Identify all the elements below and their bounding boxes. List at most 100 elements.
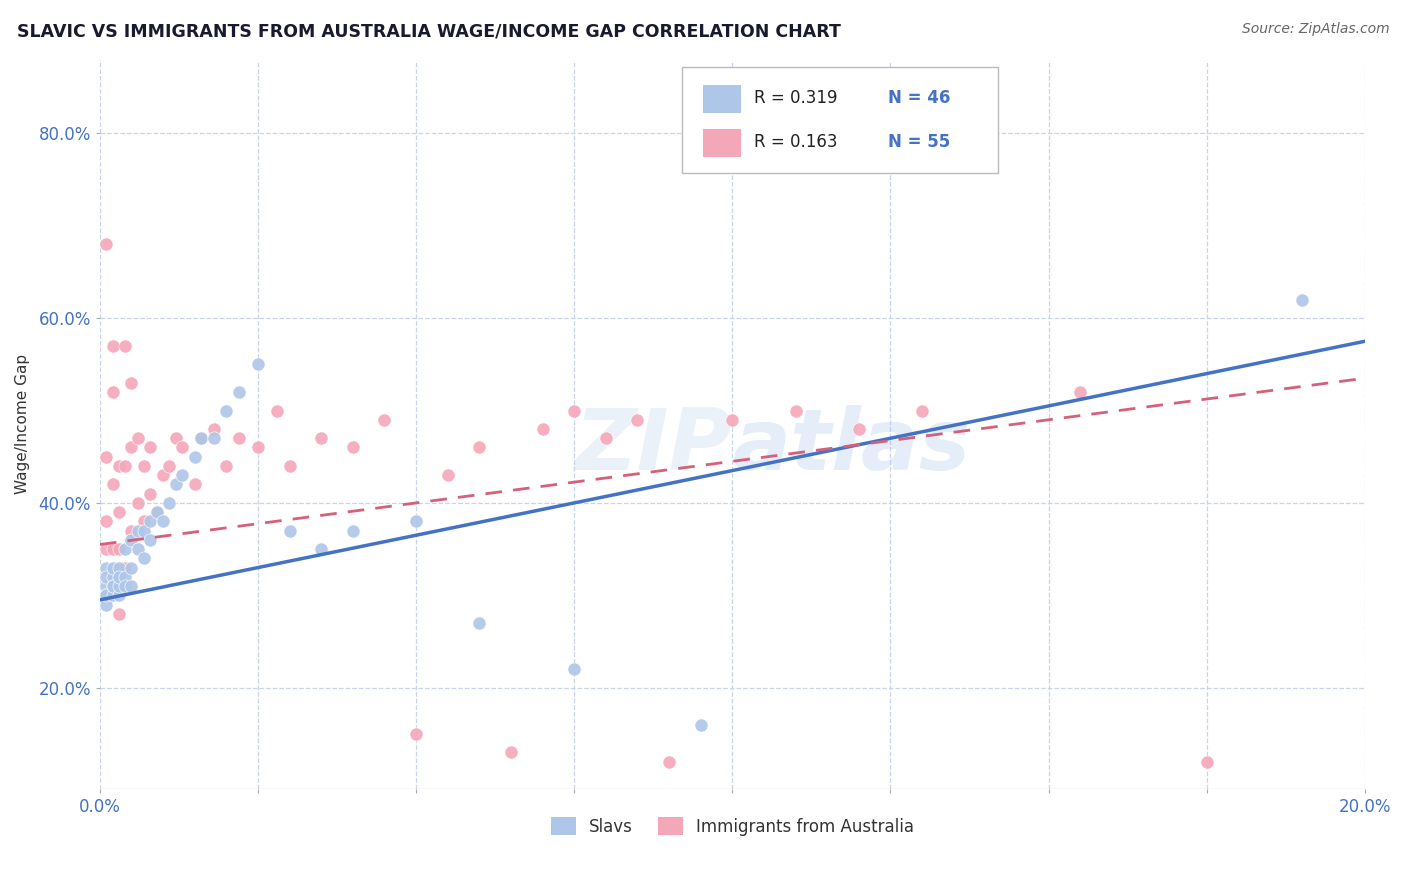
Point bbox=[266, 403, 288, 417]
Point bbox=[134, 458, 156, 473]
Point bbox=[165, 477, 187, 491]
Point bbox=[215, 458, 238, 473]
Point bbox=[96, 598, 118, 612]
Point bbox=[96, 515, 118, 529]
Point bbox=[114, 560, 136, 574]
Point bbox=[228, 385, 250, 400]
Point bbox=[121, 524, 143, 538]
Point bbox=[152, 515, 174, 529]
Point bbox=[405, 727, 427, 741]
Point bbox=[499, 745, 522, 759]
Point bbox=[108, 542, 131, 557]
Point bbox=[721, 413, 744, 427]
Point bbox=[108, 458, 131, 473]
Point bbox=[101, 588, 124, 602]
Point bbox=[658, 755, 681, 769]
Point bbox=[278, 458, 301, 473]
Point bbox=[436, 468, 458, 483]
Point bbox=[1069, 385, 1091, 400]
Y-axis label: Wage/Income Gap: Wage/Income Gap bbox=[15, 354, 30, 494]
Point bbox=[562, 662, 585, 676]
Point bbox=[468, 441, 491, 455]
Point bbox=[278, 524, 301, 538]
Point bbox=[595, 431, 617, 445]
Point bbox=[172, 441, 194, 455]
Point bbox=[96, 542, 118, 557]
Point bbox=[911, 403, 934, 417]
Text: R = 0.319: R = 0.319 bbox=[754, 89, 838, 107]
Point bbox=[342, 441, 364, 455]
Point bbox=[202, 422, 225, 436]
Point bbox=[183, 477, 205, 491]
Point bbox=[342, 524, 364, 538]
Point bbox=[139, 515, 162, 529]
Point bbox=[101, 385, 124, 400]
Point bbox=[309, 431, 332, 445]
Point bbox=[626, 413, 648, 427]
FancyBboxPatch shape bbox=[682, 67, 998, 173]
Point bbox=[1195, 755, 1218, 769]
Point bbox=[108, 607, 131, 621]
Point bbox=[96, 588, 118, 602]
Point bbox=[139, 441, 162, 455]
Point bbox=[139, 486, 162, 500]
Point bbox=[121, 560, 143, 574]
Point bbox=[190, 431, 212, 445]
Point bbox=[172, 468, 194, 483]
Point bbox=[127, 524, 149, 538]
Bar bbox=[703, 85, 741, 113]
Point bbox=[121, 441, 143, 455]
Point bbox=[114, 579, 136, 593]
Point bbox=[246, 441, 269, 455]
Point bbox=[146, 505, 169, 519]
Point bbox=[190, 431, 212, 445]
Point bbox=[159, 496, 181, 510]
Point bbox=[562, 403, 585, 417]
Point bbox=[114, 339, 136, 353]
Point bbox=[183, 450, 205, 464]
Point bbox=[127, 496, 149, 510]
Point bbox=[309, 542, 332, 557]
Point bbox=[848, 422, 870, 436]
Point bbox=[96, 579, 118, 593]
Point bbox=[114, 542, 136, 557]
Point bbox=[1291, 293, 1313, 307]
Text: ZIP: ZIP bbox=[575, 405, 733, 488]
Point bbox=[101, 477, 124, 491]
Point bbox=[101, 579, 124, 593]
Point bbox=[114, 458, 136, 473]
Point bbox=[96, 570, 118, 584]
Point bbox=[101, 339, 124, 353]
Legend: Slavs, Immigrants from Australia: Slavs, Immigrants from Australia bbox=[551, 817, 914, 836]
Point bbox=[152, 468, 174, 483]
Point bbox=[215, 403, 238, 417]
Point bbox=[96, 560, 118, 574]
Point bbox=[689, 717, 711, 731]
Point bbox=[101, 579, 124, 593]
Point bbox=[101, 542, 124, 557]
Point bbox=[101, 560, 124, 574]
Point bbox=[108, 560, 131, 574]
Point bbox=[139, 533, 162, 547]
Point bbox=[246, 357, 269, 371]
Bar bbox=[703, 129, 741, 157]
Point bbox=[108, 588, 131, 602]
Point bbox=[108, 570, 131, 584]
Text: Source: ZipAtlas.com: Source: ZipAtlas.com bbox=[1241, 22, 1389, 37]
Point bbox=[134, 524, 156, 538]
Point bbox=[134, 515, 156, 529]
Text: N = 55: N = 55 bbox=[887, 133, 950, 151]
Point bbox=[96, 450, 118, 464]
Point bbox=[405, 515, 427, 529]
Point bbox=[134, 551, 156, 566]
Point bbox=[127, 431, 149, 445]
Text: N = 46: N = 46 bbox=[887, 89, 950, 107]
Point bbox=[228, 431, 250, 445]
Point bbox=[108, 579, 131, 593]
Point bbox=[165, 431, 187, 445]
Point bbox=[146, 505, 169, 519]
Point bbox=[108, 505, 131, 519]
Point bbox=[96, 588, 118, 602]
Point bbox=[202, 431, 225, 445]
Text: R = 0.163: R = 0.163 bbox=[754, 133, 838, 151]
